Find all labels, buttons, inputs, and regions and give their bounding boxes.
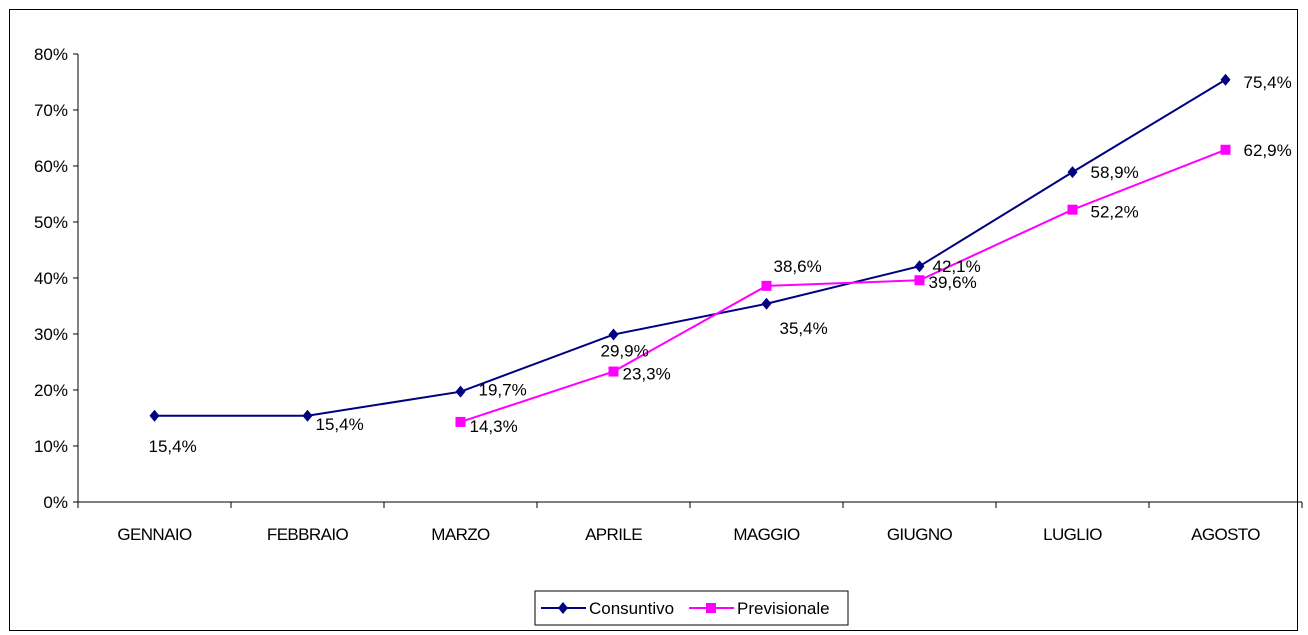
data-label: 19,7% bbox=[479, 381, 527, 400]
data-point-marker bbox=[1067, 204, 1078, 215]
data-point-marker bbox=[914, 260, 925, 273]
data-point-marker bbox=[1220, 144, 1231, 155]
data-point-marker bbox=[1220, 73, 1231, 86]
y-tick-label: 70% bbox=[34, 101, 68, 120]
data-label: 29,9% bbox=[601, 342, 649, 361]
x-tick-label: APRILE bbox=[585, 525, 642, 544]
y-tick-label: 10% bbox=[34, 437, 68, 456]
data-point-marker bbox=[302, 409, 313, 422]
chart-frame bbox=[9, 9, 1298, 631]
x-tick-label: LUGLIO bbox=[1043, 525, 1102, 544]
legend: Consuntivo Previsionale bbox=[534, 590, 849, 626]
data-label: 39,6% bbox=[929, 273, 977, 292]
series-lines bbox=[154, 78, 1227, 423]
y-tick-label: 80% bbox=[34, 45, 68, 64]
y-tick-label: 50% bbox=[34, 213, 68, 232]
data-label: 23,3% bbox=[623, 365, 671, 384]
data-label: 75,4% bbox=[1244, 73, 1292, 92]
legend-marker bbox=[558, 602, 568, 614]
data-label: 62,9% bbox=[1244, 141, 1292, 160]
y-tick-label: 60% bbox=[34, 157, 68, 176]
x-tick-label: AGOSTO bbox=[1191, 525, 1260, 544]
legend-label: Previsionale bbox=[737, 599, 830, 618]
axes bbox=[73, 53, 1303, 508]
data-label: 14,3% bbox=[470, 417, 518, 436]
x-tick-label: GENNAIO bbox=[117, 525, 192, 544]
data-label: 52,2% bbox=[1091, 203, 1139, 222]
data-point-marker bbox=[761, 280, 772, 291]
data-label: 58,9% bbox=[1091, 163, 1139, 182]
x-axis-tick-labels: GENNAIO FEBBRAIO MARZO APRILE MAGGIO GIUGNO LU… bbox=[117, 525, 1260, 544]
series-markers bbox=[149, 73, 1231, 427]
data-point-marker bbox=[455, 416, 466, 427]
y-tick-label: 0% bbox=[43, 493, 68, 512]
x-tick-label: GIUGNO bbox=[887, 525, 953, 544]
legend-marker bbox=[706, 603, 716, 613]
data-point-marker bbox=[149, 409, 160, 422]
y-tick-label: 20% bbox=[34, 381, 68, 400]
data-label: 38,6% bbox=[774, 257, 822, 276]
x-tick-label: MAGGIO bbox=[733, 525, 800, 544]
data-point-marker bbox=[608, 366, 619, 377]
data-label: 35,4% bbox=[780, 319, 828, 338]
y-tick-label: 40% bbox=[34, 269, 68, 288]
data-label: 15,4% bbox=[149, 437, 197, 456]
data-labels: 15,4% 15,4% 19,7% 29,9% 35,4% 42,1% 58,9% 75,4%… bbox=[149, 73, 1292, 456]
y-tick-label: 30% bbox=[34, 325, 68, 344]
data-label: 42,1% bbox=[933, 257, 981, 276]
data-point-marker bbox=[761, 297, 772, 310]
data-point-marker bbox=[455, 385, 466, 398]
y-axis-tick-labels: 0% 10% 20% 30% 40% 50% 60% 70% 80% bbox=[34, 45, 68, 512]
data-point-marker bbox=[608, 328, 619, 341]
series-line-previsionale bbox=[460, 148, 1226, 423]
data-point-marker bbox=[914, 275, 925, 286]
data-point-marker bbox=[1067, 166, 1078, 179]
legend-label: Consuntivo bbox=[589, 599, 674, 618]
data-label: 15,4% bbox=[316, 415, 364, 434]
x-tick-label: FEBBRAIO bbox=[267, 525, 349, 544]
x-tick-label: MARZO bbox=[431, 525, 490, 544]
series-line-consuntivo bbox=[154, 78, 1227, 417]
